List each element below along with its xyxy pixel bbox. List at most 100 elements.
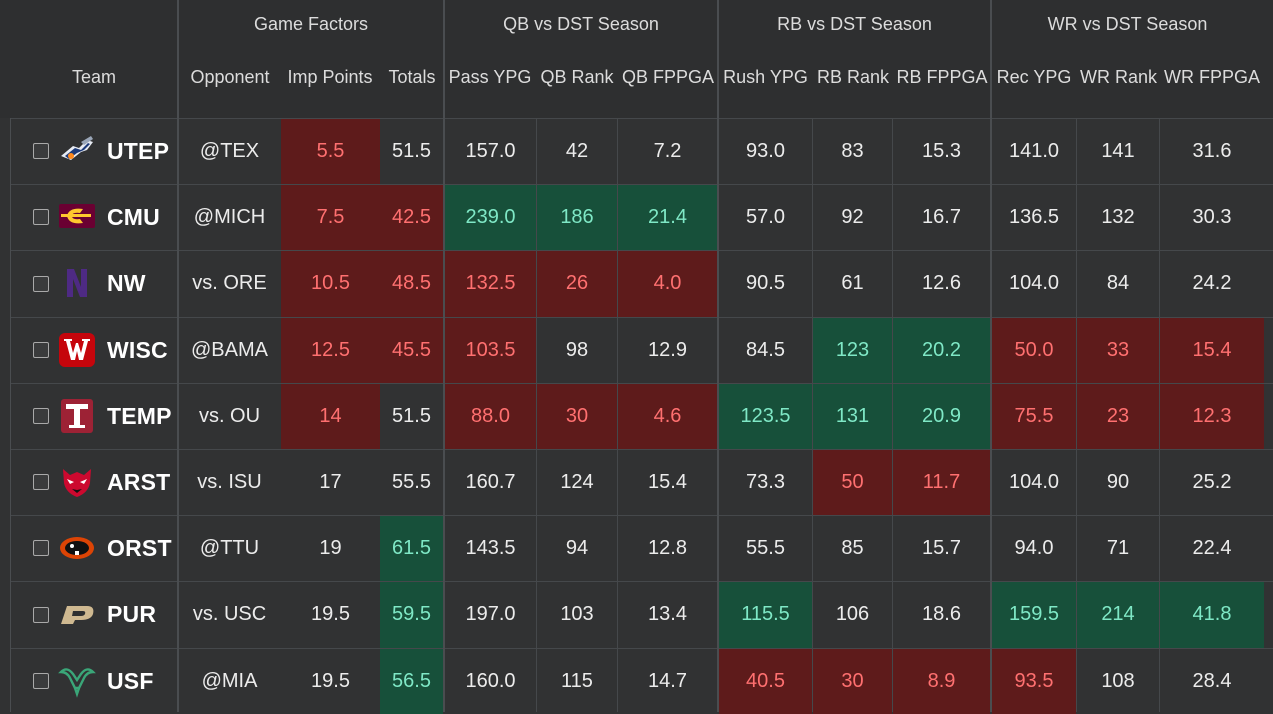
- cell-opponent: vs. USC: [192, 603, 267, 625]
- divider-rb: [990, 0, 992, 712]
- col-header-qb-fppga[interactable]: QB FPPGA: [621, 67, 715, 87]
- cell-wr-fppga: 30.3: [1192, 205, 1232, 228]
- divider-game-factors: [443, 0, 445, 712]
- cmu-c-icon: [57, 199, 97, 235]
- cell-qb-rank: 115: [561, 669, 593, 692]
- team-cell: TEMP: [11, 383, 177, 449]
- cell-wr-fppga: 12.3: [1160, 383, 1264, 449]
- table-header: Game Factors QB vs DST Season RB vs DST …: [0, 0, 1273, 118]
- cell-qb-rank: 94: [565, 536, 589, 559]
- cell-rush-ypg: 90.5: [746, 272, 785, 294]
- row-select-checkbox[interactable]: [33, 606, 49, 623]
- cell-wr-fppga: 31.6: [1192, 139, 1232, 162]
- cell-rb-fppga: 20.9: [893, 383, 990, 449]
- cell-wr-fppga: 15.4: [1160, 317, 1264, 383]
- col-header-qb-rank[interactable]: QB Rank: [540, 67, 614, 87]
- row-select-checkbox[interactable]: [33, 408, 49, 424]
- cell-pass-ypg: 157.0: [465, 139, 516, 162]
- cell-wr-rank: 84: [1106, 272, 1130, 294]
- team-cell: PUR: [11, 581, 177, 648]
- team-name[interactable]: UTEP: [107, 137, 170, 164]
- team-cell: CMU: [11, 184, 177, 250]
- cell-totals: 55.5: [392, 470, 431, 493]
- col-header-wr-rank[interactable]: WR Rank: [1079, 67, 1157, 87]
- cell-qb-rank: 186: [537, 184, 617, 250]
- group-header-rb: RB vs DST Season: [777, 14, 932, 34]
- cell-rb-rank: 92: [841, 205, 864, 228]
- team-name[interactable]: ORST: [107, 534, 172, 561]
- row-select-checkbox[interactable]: [33, 143, 49, 159]
- row-select-checkbox[interactable]: [33, 342, 49, 358]
- cell-imp-points: 10.5: [281, 250, 380, 317]
- cell-wr-rank: 141: [1101, 139, 1135, 162]
- col-header-team[interactable]: Team: [71, 67, 116, 87]
- team-name[interactable]: USF: [107, 667, 154, 694]
- team-cell: UTEP: [11, 118, 177, 184]
- cell-rb-fppga: 11.7: [893, 449, 990, 515]
- column-divider: [892, 118, 893, 712]
- cell-pass-ypg: 132.5: [445, 250, 536, 317]
- col-header-opponent[interactable]: Opponent: [190, 67, 270, 87]
- row-divider: [11, 250, 1273, 251]
- cell-pass-ypg: 88.0: [445, 383, 536, 449]
- row-select-checkbox[interactable]: [33, 474, 49, 490]
- col-header-rb-fppga[interactable]: RB FPPGA: [896, 67, 988, 87]
- cell-rb-rank: 106: [835, 603, 870, 625]
- cell-rush-ypg: 123.5: [719, 383, 812, 449]
- cell-wr-fppga: 22.4: [1192, 536, 1232, 559]
- cell-rush-ypg: 93.0: [746, 139, 785, 162]
- team-name[interactable]: ARST: [107, 468, 171, 495]
- cell-rb-rank: 50: [813, 449, 892, 515]
- team-cell: USF: [11, 648, 177, 714]
- row-select-checkbox[interactable]: [33, 540, 49, 556]
- team-name[interactable]: WISC: [107, 336, 168, 363]
- cell-qb-fppga: 21.4: [618, 184, 717, 250]
- col-header-rush-ypg[interactable]: Rush YPG: [723, 67, 808, 87]
- row-divider: [11, 648, 1273, 649]
- cell-pass-ypg: 160.7: [465, 470, 516, 493]
- col-header-imp-points[interactable]: Imp Points: [287, 67, 373, 87]
- cell-rush-ypg: 55.5: [746, 536, 785, 559]
- row-divider: [11, 317, 1273, 318]
- pur-p-icon: [57, 597, 97, 633]
- cell-rush-ypg: 40.5: [719, 648, 812, 714]
- cell-rb-fppga: 20.2: [893, 317, 990, 383]
- divider-team: [177, 0, 179, 712]
- col-header-rb-rank[interactable]: RB Rank: [816, 67, 890, 87]
- row-select-checkbox[interactable]: [33, 673, 49, 689]
- col-header-wr-fppga[interactable]: WR FPPGA: [1163, 67, 1260, 87]
- team-name[interactable]: NW: [107, 270, 146, 296]
- cell-totals: 56.5: [380, 648, 443, 714]
- cell-imp-points: 7.5: [281, 184, 380, 250]
- team-name[interactable]: PUR: [107, 601, 157, 627]
- usf-bull-icon: [57, 663, 97, 699]
- cell-rec-ypg: 136.5: [1008, 205, 1060, 228]
- row-divider: [11, 449, 1273, 450]
- cell-imp-points: 19.5: [311, 603, 350, 625]
- cell-qb-rank: 98: [565, 338, 589, 361]
- cell-pass-ypg: 239.0: [445, 184, 536, 250]
- cell-wr-rank: 132: [1101, 205, 1135, 228]
- row-select-checkbox[interactable]: [33, 209, 49, 225]
- team-name[interactable]: CMU: [107, 203, 160, 230]
- cell-rec-ypg: 75.5: [992, 383, 1076, 449]
- col-header-pass-ypg[interactable]: Pass YPG: [448, 67, 532, 87]
- col-header-rec-ypg[interactable]: Rec YPG: [996, 67, 1072, 87]
- cell-rush-ypg: 73.3: [746, 470, 785, 493]
- team-cell: NW: [11, 250, 177, 317]
- cell-opponent: @TTU: [199, 536, 260, 559]
- col-header-totals[interactable]: Totals: [388, 67, 436, 87]
- row-divider: [11, 581, 1273, 582]
- cell-pass-ypg: 143.5: [465, 536, 516, 559]
- cell-rush-ypg: 115.5: [719, 581, 812, 648]
- team-cell: WISC: [11, 317, 177, 383]
- row-select-checkbox[interactable]: [33, 275, 49, 292]
- arst-wolf-icon: [57, 464, 97, 500]
- cell-wr-rank: 90: [1106, 470, 1130, 493]
- cell-wr-rank: 71: [1106, 536, 1130, 559]
- team-name[interactable]: TEMP: [107, 402, 172, 429]
- cell-totals: 48.5: [380, 250, 443, 317]
- cell-rb-rank: 85: [841, 536, 864, 559]
- cell-rb-fppga: 15.7: [922, 536, 961, 559]
- cell-rush-ypg: 57.0: [746, 205, 785, 228]
